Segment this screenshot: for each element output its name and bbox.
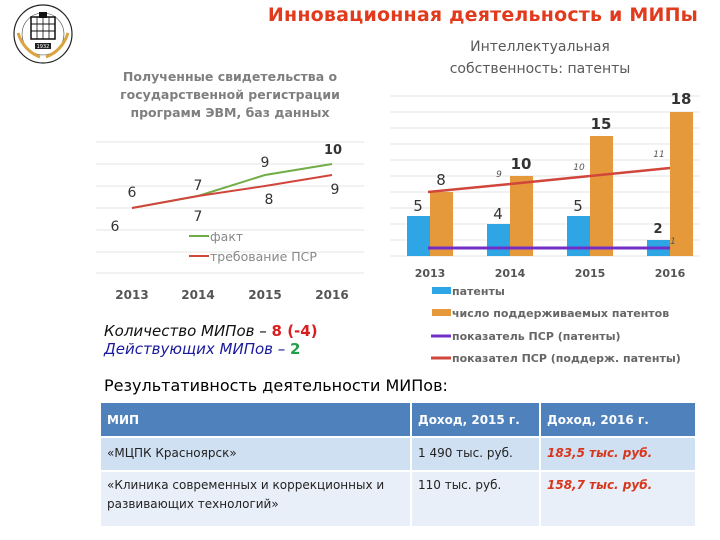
svg-text:1: 1 — [670, 237, 676, 247]
svg-text:5: 5 — [573, 197, 583, 215]
bar-patents-2015 — [567, 216, 590, 256]
left-chart-title: Полученные свидетельства о государственн… — [100, 68, 360, 122]
svg-text:9: 9 — [261, 155, 270, 171]
svg-text:2: 2 — [653, 222, 662, 237]
results-title: Результативность деятельности МИПов: — [104, 376, 448, 395]
svg-text:18: 18 — [671, 90, 692, 108]
left-chart-gridlines — [96, 141, 364, 274]
mip-active-value: 2 — [290, 340, 301, 358]
left-chart-x-axis: 2013 2014 2015 2016 — [115, 288, 348, 302]
mip-active-label: Действующих МИПов – — [104, 340, 291, 358]
svg-text:показател ПСР (поддерж. патент: показател ПСР (поддерж. патенты) — [452, 352, 681, 365]
cell-income-2015: 110 тыс. руб. — [411, 471, 541, 528]
cell-income-2016: 183,5 тыс. руб. — [540, 437, 695, 472]
bar-supported-2014 — [510, 176, 533, 256]
svg-text:6: 6 — [111, 219, 120, 235]
svg-text:2015: 2015 — [248, 288, 281, 302]
mip-active: Действующих МИПов – 2 — [104, 340, 318, 358]
left-chart-data-labels: 6 7 9 10 6 7 8 9 — [111, 143, 343, 235]
table-row: «МЦПК Красноярск» 1 490 тыс. руб. 183,5 … — [101, 437, 695, 472]
left-chart-legend: факт требование ПСР — [189, 229, 317, 264]
left-chart-title-line: Полученные свидетельства о — [122, 69, 338, 84]
right-chart-title: Интеллектуальная собственность: патенты — [395, 36, 685, 80]
left-line-chart: 6 7 9 10 6 7 8 9 факт требование ПСР 201… — [96, 141, 364, 302]
svg-text:6: 6 — [128, 185, 137, 201]
right-chart-x-axis: 2013 2014 2015 2016 — [415, 267, 686, 280]
bar-supported-2015 — [590, 136, 613, 256]
right-chart-legend: патенты число поддерживаемых патентов по… — [431, 285, 681, 365]
right-chart-line-labels: 9 10 11 1 — [496, 150, 676, 247]
left-chart-title-line: программ ЭВМ, баз данных — [130, 105, 330, 120]
series-requirement-line — [131, 174, 333, 209]
bar-patents-2013 — [407, 216, 430, 256]
column-header-income-2016: Доход, 2016 г. — [540, 403, 695, 438]
university-logo: 1932 — [6, 3, 80, 65]
right-chart-bar-labels: 5 4 5 2 8 10 15 18 — [413, 90, 691, 237]
svg-text:11: 11 — [653, 150, 664, 160]
svg-text:8: 8 — [265, 192, 274, 208]
svg-text:2014: 2014 — [181, 288, 214, 302]
svg-text:2013: 2013 — [415, 267, 446, 280]
table-row: «Клиника современных и коррекционных и р… — [101, 471, 695, 528]
svg-text:1932: 1932 — [37, 44, 50, 50]
cell-mip-name: «Клиника современных и коррекционных и р… — [101, 471, 412, 528]
svg-text:показатель ПСР (патенты): показатель ПСР (патенты) — [452, 330, 621, 343]
cell-mip-name: «МЦПК Красноярск» — [101, 437, 412, 472]
mip-count: Количество МИПов – 8 (-4) — [104, 322, 318, 340]
table-header-row: МИП Доход, 2015 г. Доход, 2016 г. — [101, 403, 695, 438]
svg-text:4: 4 — [493, 205, 503, 223]
svg-text:8: 8 — [436, 171, 446, 189]
column-header-mip: МИП — [101, 403, 412, 438]
svg-text:2016: 2016 — [315, 288, 348, 302]
svg-text:10: 10 — [324, 143, 342, 158]
svg-text:9: 9 — [331, 182, 340, 198]
bar-supported-2016 — [670, 112, 693, 256]
cell-income-2015: 1 490 тыс. руб. — [411, 437, 541, 472]
bar-patents-2014 — [487, 224, 510, 256]
university-emblem-icon: 1932 — [13, 4, 73, 64]
svg-text:2013: 2013 — [115, 288, 148, 302]
svg-text:патенты: патенты — [452, 285, 505, 298]
svg-text:7: 7 — [194, 209, 203, 225]
svg-text:10: 10 — [511, 155, 532, 173]
svg-text:2015: 2015 — [575, 267, 606, 280]
mip-count-label: Количество МИПов – — [104, 322, 272, 340]
right-chart-title-line: Интеллектуальная — [470, 39, 610, 55]
right-chart-title-line: собственность: патенты — [449, 61, 631, 77]
svg-text:7: 7 — [194, 178, 203, 194]
mip-results-table: МИП Доход, 2015 г. Доход, 2016 г. «МЦПК … — [101, 403, 695, 528]
svg-text:число поддерживаемых патентов: число поддерживаемых патентов — [452, 307, 669, 320]
psr-supported-line — [427, 166, 671, 194]
svg-text:10: 10 — [573, 163, 585, 173]
svg-text:требование ПСР: требование ПСР — [210, 249, 317, 264]
svg-text:2016: 2016 — [655, 267, 686, 280]
mip-count-value: 8 (-4) — [271, 322, 318, 340]
svg-text:2014: 2014 — [495, 267, 526, 280]
svg-text:факт: факт — [210, 229, 243, 244]
right-bar-chart: 5 4 5 2 8 10 15 18 9 10 11 1 2013 2014 2… — [390, 90, 700, 365]
svg-text:15: 15 — [591, 115, 612, 133]
cell-income-2016: 158,7 тыс. руб. — [540, 471, 695, 528]
mip-info: Количество МИПов – 8 (-4) Действующих МИ… — [104, 322, 318, 358]
left-chart-title-line: государственной регистрации — [120, 87, 340, 102]
svg-text:5: 5 — [413, 197, 423, 215]
svg-text:9: 9 — [496, 170, 502, 180]
page-title: Инновационная деятельность и МИПы — [267, 4, 699, 26]
bar-supported-2013 — [430, 192, 453, 256]
column-header-income-2015: Доход, 2015 г. — [411, 403, 541, 438]
supported-patents-bars — [430, 112, 693, 256]
